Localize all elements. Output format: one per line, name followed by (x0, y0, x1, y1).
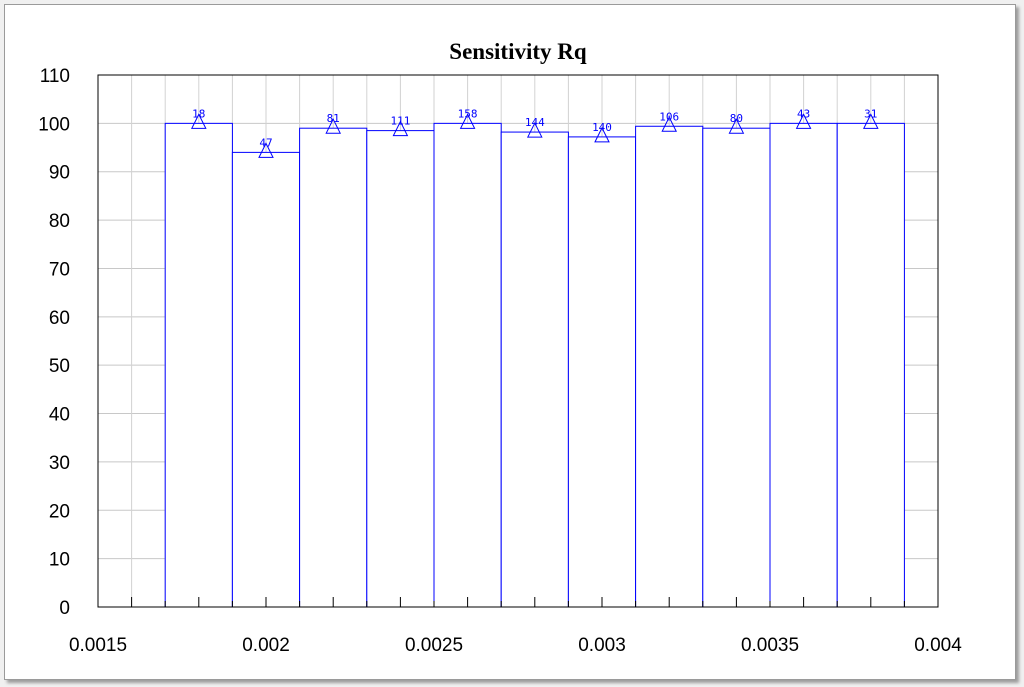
data-label: 106 (659, 110, 679, 123)
histogram-bar (366, 130, 435, 608)
data-label: 144 (525, 116, 545, 129)
data-label: 81 (327, 112, 340, 125)
data-label: 80 (730, 112, 743, 125)
data-point-marker (190, 113, 207, 129)
data-label: 47 (259, 136, 272, 149)
histogram-bar (836, 122, 905, 608)
data-point-marker (392, 120, 409, 137)
y-tick-label: 100 (38, 114, 70, 135)
y-tick-label: 30 (49, 453, 70, 474)
histogram-bar (635, 125, 704, 608)
histogram-bar (433, 122, 502, 608)
data-label: 111 (390, 115, 410, 128)
data-point-marker (594, 126, 610, 143)
y-tick-label: 40 (49, 405, 70, 426)
x-tick-label: 0.002 (242, 635, 290, 656)
data-label: 31 (864, 107, 877, 120)
data-point-marker (728, 118, 745, 134)
y-tick-label: 20 (49, 501, 70, 522)
y-tick-label: 80 (49, 211, 70, 232)
histogram-bar (702, 127, 771, 608)
histogram-bar (769, 122, 838, 608)
histogram-bar (231, 151, 301, 608)
y-tick-label: 10 (49, 550, 70, 571)
data-point-marker (862, 113, 879, 129)
x-tick-label: 0.003 (578, 635, 626, 656)
histogram-bar (164, 122, 233, 608)
y-tick-label: 60 (49, 308, 70, 329)
x-tick-label: 0.0035 (741, 635, 799, 656)
histogram-bar (500, 131, 569, 608)
chart-title: Sensitivity Rq (449, 39, 587, 64)
plot-area-border (97, 74, 939, 608)
data-point-marker (526, 121, 543, 138)
data-point-marker (325, 118, 342, 134)
data-point-marker (258, 142, 274, 158)
histogram-bar (299, 127, 368, 608)
data-point-marker (795, 113, 812, 129)
data-label: 18 (192, 107, 205, 120)
y-tick-label: 50 (49, 356, 70, 377)
data-point-marker (459, 113, 476, 129)
x-tick-label: 0.004 (914, 635, 962, 656)
y-tick-label: 0 (59, 598, 70, 619)
histogram-bar (567, 136, 637, 608)
data-label: 140 (592, 121, 612, 134)
y-tick-label: 90 (49, 163, 70, 184)
data-point-marker (661, 116, 678, 132)
x-tick-label: 0.0025 (405, 635, 463, 656)
y-tick-label: 70 (49, 259, 70, 280)
data-label: 158 (458, 107, 478, 120)
y-tick-label: 110 (40, 66, 70, 87)
data-label: 43 (797, 107, 810, 120)
x-tick-label: 0.0015 (69, 635, 127, 656)
